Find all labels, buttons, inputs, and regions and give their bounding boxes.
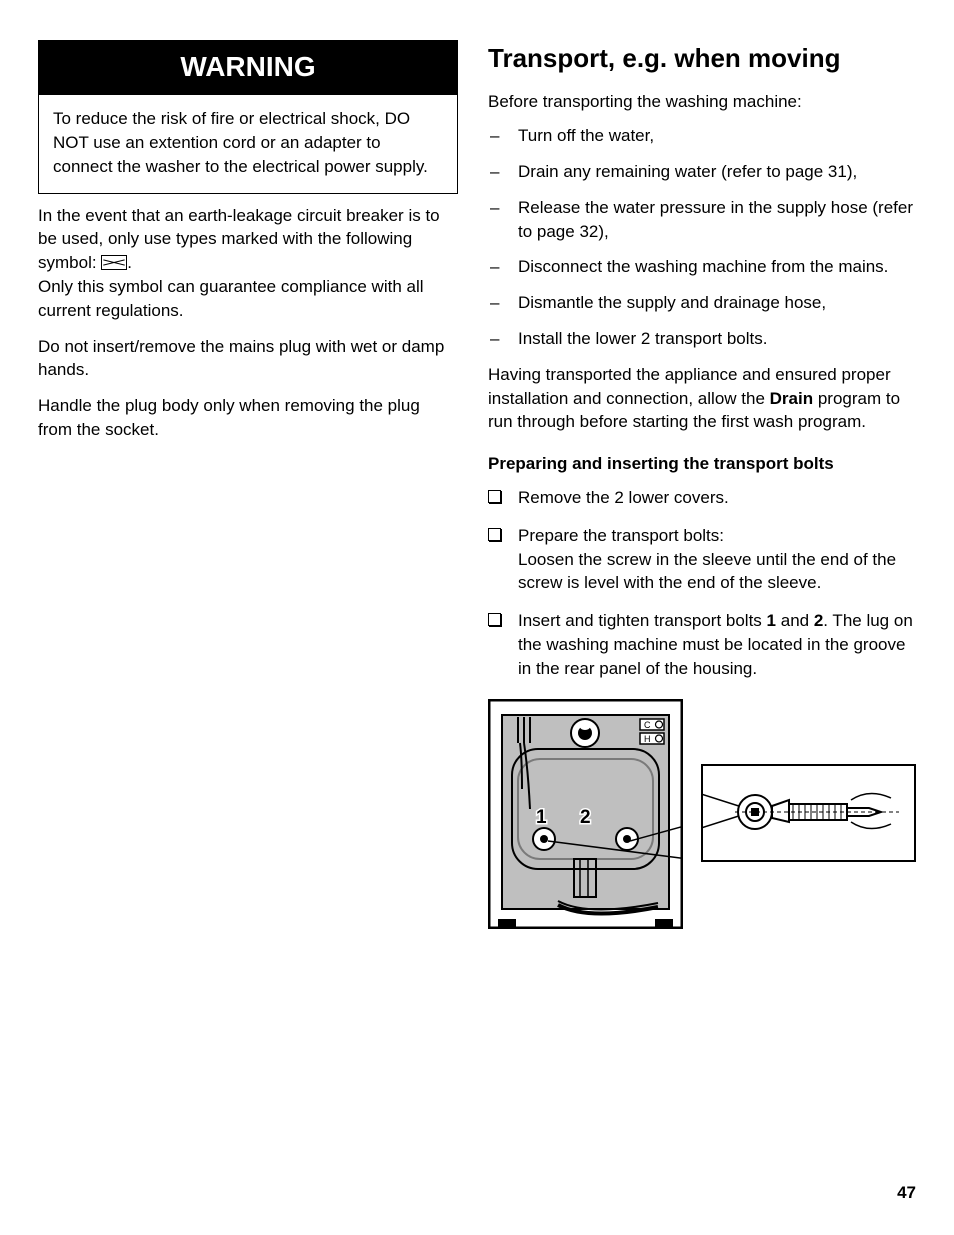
left-para-2: Do not insert/remove the mains plug with… xyxy=(38,335,458,383)
dash-marker-icon: – xyxy=(488,124,518,148)
box3-bold2: 2 xyxy=(814,611,823,630)
earth-leakage-symbol-icon xyxy=(101,255,127,270)
dash-item: –Release the water pressure in the suppl… xyxy=(488,196,916,244)
dash-item-text: Turn off the water, xyxy=(518,124,916,148)
checkbox-icon xyxy=(488,490,501,503)
checkbox-item: Prepare the transport bolts: Loosen the s… xyxy=(488,524,916,595)
box2-line1: Prepare the transport bolts: xyxy=(518,526,724,545)
dash-marker-icon: – xyxy=(488,291,518,315)
dash-item: –Drain any remaining water (refer to pag… xyxy=(488,160,916,184)
checkbox-icon xyxy=(488,528,501,541)
c-label: C xyxy=(644,720,651,730)
diagram-row: C H 1 2 xyxy=(488,699,916,929)
intro-text: Before transporting the washing machine: xyxy=(488,90,916,114)
bolt-label-2: 2 xyxy=(580,807,591,828)
dash-item-text: Dismantle the supply and drainage hose, xyxy=(518,291,916,315)
checkbox-item-text: Remove the 2 lower covers. xyxy=(518,486,916,510)
bolt-label-1: 1 xyxy=(536,807,547,828)
subheading: Preparing and inserting the transport bo… xyxy=(488,452,916,476)
box3-a: Insert and tighten transport bolts xyxy=(518,611,767,630)
h-label: H xyxy=(644,734,651,744)
checkbox-item: Insert and tighten transport bolts 1 and… xyxy=(488,609,916,680)
dash-item-text: Disconnect the washing machine from the … xyxy=(518,255,916,279)
dash-item: –Turn off the water, xyxy=(488,124,916,148)
left-para-1a: In the event that an earth-leakage circu… xyxy=(38,206,440,273)
warning-body-text: To reduce the risk of fire or electrical… xyxy=(53,109,428,176)
box3-mid: and xyxy=(776,611,814,630)
bolt-detail-diagram-icon xyxy=(701,764,916,864)
washer-rear-diagram-icon: C H 1 2 xyxy=(488,699,683,929)
dash-item: –Install the lower 2 transport bolts. xyxy=(488,327,916,351)
section-heading: Transport, e.g. when moving xyxy=(488,40,916,76)
dash-marker-icon: – xyxy=(488,255,518,279)
checkbox-item-text: Prepare the transport bolts: Loosen the s… xyxy=(518,524,916,595)
checkbox-icon xyxy=(488,613,501,626)
left-para-1: In the event that an earth-leakage circu… xyxy=(38,204,458,323)
page-number: 47 xyxy=(897,1181,916,1205)
dash-marker-icon: – xyxy=(488,327,518,351)
box3-bold1: 1 xyxy=(767,611,776,630)
checkbox-item-text: Insert and tighten transport bolts 1 and… xyxy=(518,609,916,680)
dash-marker-icon: – xyxy=(488,196,518,244)
dash-item: –Disconnect the washing machine from the… xyxy=(488,255,916,279)
box2-line2: Loosen the screw in the sleeve until the… xyxy=(518,550,896,593)
warning-box: To reduce the risk of fire or electrical… xyxy=(38,95,458,193)
warning-header: WARNING xyxy=(38,40,458,95)
right-column: Transport, e.g. when moving Before trans… xyxy=(488,40,916,929)
after-text-bold: Drain xyxy=(770,389,813,408)
dash-item-text: Drain any remaining water (refer to page… xyxy=(518,160,916,184)
checkbox-list: Remove the 2 lower covers. Prepare the t… xyxy=(488,486,916,681)
after-transport-para: Having transported the appliance and ens… xyxy=(488,363,916,434)
dash-item: –Dismantle the supply and drainage hose, xyxy=(488,291,916,315)
left-para-1c: Only this symbol can guarantee complianc… xyxy=(38,277,424,320)
dash-marker-icon: – xyxy=(488,160,518,184)
dash-item-text: Install the lower 2 transport bolts. xyxy=(518,327,916,351)
checkbox-item: Remove the 2 lower covers. xyxy=(488,486,916,510)
left-para-3: Handle the plug body only when removing … xyxy=(38,394,458,442)
dash-item-text: Release the water pressure in the supply… xyxy=(518,196,916,244)
left-column: WARNING To reduce the risk of fire or el… xyxy=(38,40,458,929)
dash-list: –Turn off the water, –Drain any remainin… xyxy=(488,124,916,351)
left-para-1b: . xyxy=(127,253,132,272)
